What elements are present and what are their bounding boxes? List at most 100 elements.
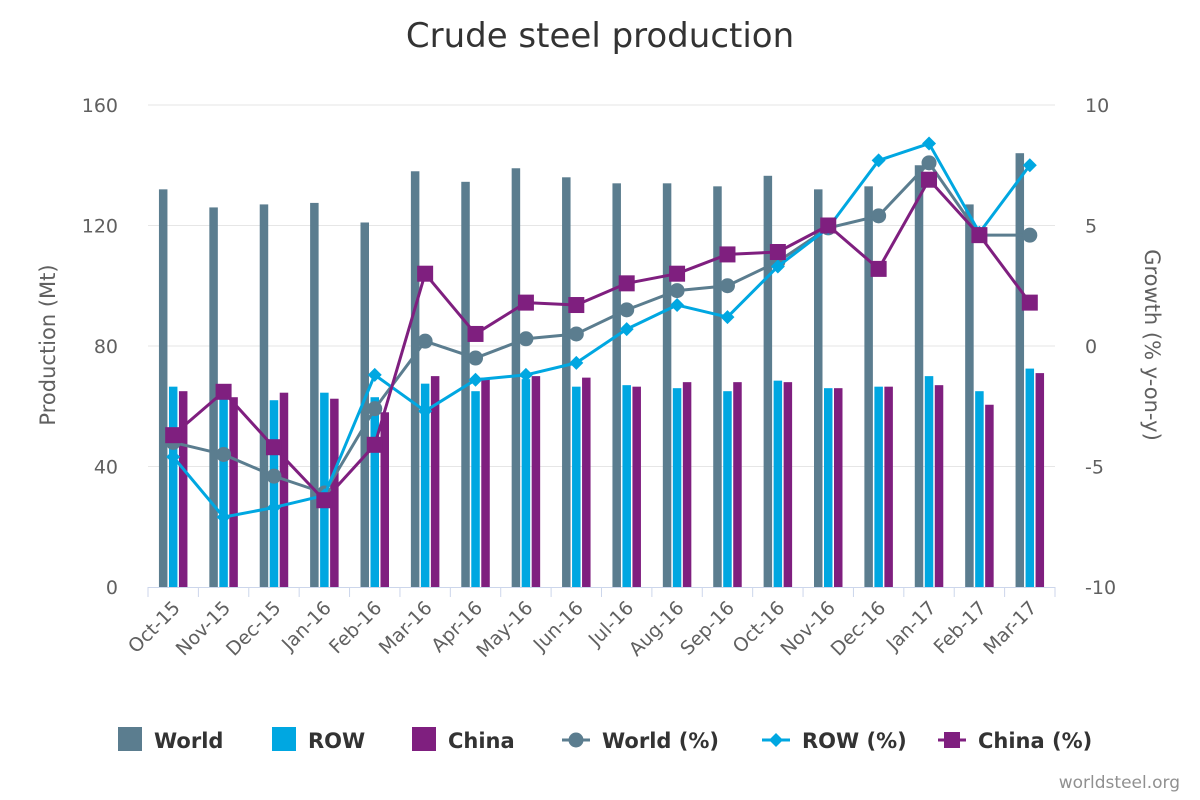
bar-row [219, 397, 228, 587]
bar-world [965, 204, 974, 587]
legend[interactable]: World ROW China World (%) ROW (%) China (%) [118, 727, 1092, 753]
x-tick-label: Feb-17 [930, 597, 991, 658]
y-tick-label: 120 [82, 216, 118, 238]
point-world-pct [1022, 227, 1038, 243]
bar-row [924, 376, 934, 587]
point-row-pct [468, 372, 483, 387]
x-tick-label: Sep-16 [676, 597, 739, 660]
point-row-pct [569, 355, 584, 370]
point-row-pct [518, 367, 533, 382]
x-tick-label: Dec-15 [222, 597, 286, 661]
bar-china [1035, 373, 1045, 587]
bar-china [783, 382, 793, 587]
point-world-pct [921, 155, 937, 171]
x-tick-label: Feb-16 [325, 597, 386, 658]
bar-world [310, 202, 319, 587]
point-row-pct [367, 367, 382, 382]
point-china-pct [769, 244, 786, 261]
legend-swatch-china [412, 727, 436, 751]
y-tick-label: 80 [94, 336, 118, 358]
point-china-pct [820, 217, 837, 234]
bar-world [612, 183, 621, 587]
y-axis-ticks: 0 40 80 120 160 [82, 95, 118, 599]
legend-marker-world-pct [568, 732, 584, 748]
bar-row [269, 400, 279, 587]
bar-world [511, 168, 521, 587]
line-china-pct [172, 178, 1032, 502]
bar-china [985, 404, 994, 587]
point-china-pct [568, 297, 585, 314]
bar-row [824, 388, 833, 587]
point-world-pct [871, 208, 887, 224]
x-tick-label: Mar-16 [375, 597, 437, 659]
bar-china [330, 398, 339, 587]
legend-label-world-pct: World (%) [602, 729, 719, 753]
point-china-pct [1021, 294, 1038, 311]
point-world-pct [669, 283, 685, 299]
bar-row [370, 397, 379, 587]
y-axis-title: Production (Mt) [36, 264, 60, 425]
bar-row [975, 391, 984, 587]
bar-china [884, 386, 893, 587]
point-row-pct [166, 449, 181, 464]
bar-china [229, 397, 238, 587]
x-tick-label: Jan-16 [277, 597, 336, 656]
bar-row [874, 386, 883, 587]
legend-marker-row-pct [769, 733, 783, 747]
x-tick-label: Nov-16 [776, 597, 839, 660]
bar-china [733, 382, 742, 587]
legend-marker-china-pct [944, 732, 960, 748]
point-china-pct [215, 383, 232, 400]
bar-world [209, 207, 218, 588]
x-tick-label: Dec-16 [827, 597, 891, 661]
point-world-pct [417, 333, 433, 349]
point-china-pct [971, 227, 988, 244]
legend-label-row: ROW [308, 729, 365, 753]
legend-label-china: China [448, 729, 515, 753]
bar-row [521, 379, 531, 587]
x-tick-label: May-16 [472, 597, 537, 662]
lines [165, 136, 1038, 525]
point-world-pct [568, 326, 584, 342]
bar-china [380, 412, 389, 587]
bar-row [471, 391, 480, 587]
bar-china [632, 386, 641, 587]
bar-world [864, 186, 873, 587]
bar-world [259, 204, 269, 587]
point-row-pct [770, 259, 785, 274]
point-row-pct [216, 510, 231, 525]
point-china-pct [618, 275, 635, 292]
bar-world [814, 189, 823, 587]
point-world-pct [266, 468, 282, 484]
point-row-pct [1022, 158, 1037, 173]
x-tick-label: Jan-17 [882, 597, 941, 656]
y2-tick-label: 5 [1085, 216, 1097, 238]
bar-row [622, 385, 631, 587]
y2-tick-label: -10 [1085, 577, 1116, 599]
legend-swatch-row [272, 727, 296, 751]
line-world-pct [172, 161, 1030, 495]
bar-world [360, 222, 369, 588]
bar-world [713, 186, 722, 587]
bar-row [572, 386, 581, 587]
point-row-pct [670, 298, 685, 313]
y2-tick-label: 0 [1085, 336, 1097, 358]
bar-china [178, 391, 188, 587]
bar-world [158, 189, 168, 587]
line-row-pct [172, 142, 1032, 519]
bar-world [410, 171, 420, 587]
point-row-pct [266, 500, 281, 515]
bar-world [1015, 153, 1025, 587]
y2-axis-title: Growth (% y-on-y) [1140, 249, 1164, 441]
x-axis: Oct-15Nov-15Dec-15Jan-16Feb-16Mar-16Apr-… [124, 587, 1056, 662]
y-tick-label: 160 [82, 95, 118, 117]
x-tick-label: Aug-16 [625, 597, 689, 661]
legend-swatch-world [118, 727, 142, 751]
point-china-pct [417, 265, 434, 282]
bar-china [682, 382, 692, 587]
bar-china [481, 377, 490, 587]
point-row-pct [871, 153, 886, 168]
credit[interactable]: worldsteel.org [1059, 773, 1180, 793]
bar-row [420, 383, 430, 587]
